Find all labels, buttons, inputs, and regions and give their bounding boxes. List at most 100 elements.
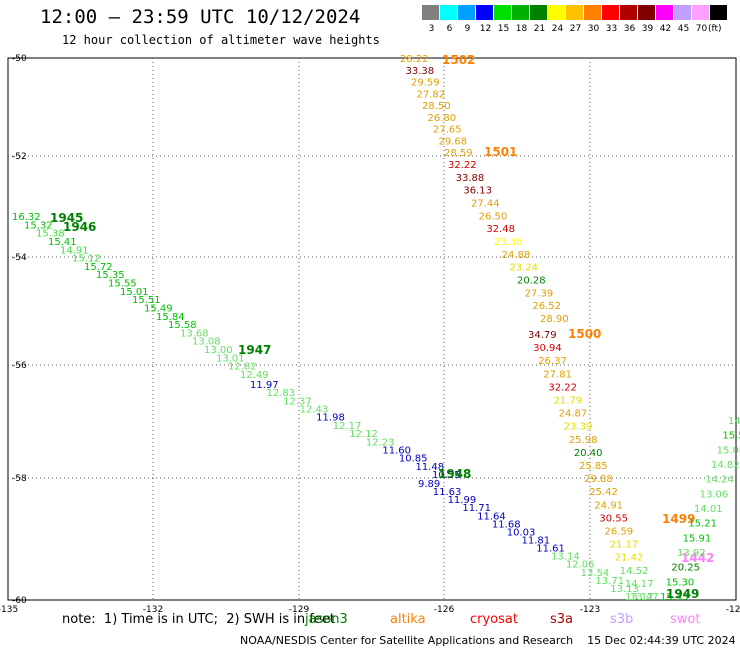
scale-label: 70 (695, 24, 708, 34)
legend-item-s3b: s3b (610, 612, 634, 627)
wave-height-value: 23.24 (509, 263, 538, 274)
legend-item-cryosat: cryosat (470, 612, 518, 627)
wave-height-value: 28.90 (540, 314, 569, 325)
wave-height-value: 21.79 (554, 396, 583, 407)
lon-label: -126 (434, 605, 455, 615)
wave-height-value: 29.59 (411, 78, 440, 89)
track-pass-label: 1500 (568, 327, 601, 341)
scale-swatch (656, 5, 673, 20)
scale-swatch (602, 5, 619, 20)
wave-height-value: 15.72 (84, 262, 113, 273)
scale-swatch (476, 5, 493, 20)
wave-height-value: 21.42 (615, 553, 644, 564)
wave-height-value: 10.03 (507, 527, 536, 538)
wave-height-value: 12.83 (267, 388, 296, 399)
wave-height-value: 11.68 (492, 519, 521, 530)
scale-label: 33 (605, 24, 618, 34)
scale-label: 21 (533, 24, 546, 34)
wave-height-value: 27.82 (417, 89, 446, 100)
wave-height-value: 13.68 (180, 328, 209, 339)
scale-swatch (692, 5, 709, 20)
wave-height-value: 26.37 (538, 356, 567, 367)
wave-height-value: 11.81 (522, 536, 551, 547)
wave-height-value: 20.40 (574, 448, 603, 459)
wave-height-value: 28.50 (422, 101, 451, 112)
wave-height-value: 14.52 (620, 566, 649, 577)
scale-label: 9 (464, 24, 471, 34)
lat-label: -52 (12, 152, 27, 162)
scale-label: 27 (569, 24, 582, 34)
wave-height-value: 14. (728, 416, 740, 427)
wave-height-value: 14.24 (705, 475, 734, 486)
wave-height-value: 12.37 (283, 396, 312, 407)
track-pass-label: 1948 (438, 467, 471, 481)
wave-height-value: 15.30 (666, 577, 695, 588)
wave-height-value: 29.68 (439, 136, 468, 147)
wave-height-value: 15.49 (144, 303, 173, 314)
scale-swatch (530, 5, 547, 20)
track-pass-label: 1499 (662, 512, 695, 526)
lat-label: -60 (12, 596, 27, 606)
legend-item-jason3: jason3 (305, 612, 348, 627)
wave-height-value: 14.01 (694, 504, 723, 515)
wave-height-value: 13.92 (677, 548, 706, 559)
wave-height-value: 14.17 (625, 579, 654, 590)
wave-height-value: 12.17 (333, 421, 362, 432)
wave-height-value: 11.64 (477, 511, 506, 522)
wave-height-value: 13.01 (216, 353, 245, 364)
scale-swatch (638, 5, 655, 20)
track-pass-label: 1946 (63, 220, 96, 234)
wave-height-value: 11.63 (433, 487, 462, 498)
track-pass-label: 1442 (681, 551, 714, 565)
scale-label: 3 (428, 24, 435, 34)
wave-height-value: 13.06 (700, 489, 729, 500)
wave-height-value: 33.88 (456, 173, 485, 184)
wave-height-value: 23.39 (564, 422, 593, 433)
scale-swatch (494, 5, 511, 20)
wave-height-value: 14.82 (711, 460, 740, 471)
wave-height-value: 15.38 (36, 229, 65, 240)
wave-height-value: 12.06 (566, 560, 595, 571)
wave-height-value: 27.44 (471, 199, 500, 210)
wave-height-value: 11.98 (316, 413, 345, 424)
footer-credit: NOAA/NESDIS Center for Satellite Applica… (240, 634, 736, 647)
lat-label: -56 (12, 361, 27, 371)
lat-label: -50 (12, 54, 27, 64)
wave-height-value: 15.58 (168, 320, 197, 331)
wave-height-value: 28.59 (444, 148, 473, 159)
lon-label: -129 (289, 605, 310, 615)
track-pass-label: 1945 (50, 211, 83, 225)
scale-swatch (710, 5, 727, 20)
wave-height-value: 29.88 (584, 474, 613, 485)
wave-height-value: 10.85 (399, 454, 428, 465)
wave-height-value: 12.43 (300, 405, 329, 416)
legend-item-swot: swot (670, 612, 701, 627)
wave-height-value: 15.55 (108, 279, 137, 290)
wave-height-value: 13.00 (204, 345, 233, 356)
wave-height-value: 24.87 (559, 409, 588, 420)
wave-height-value: 15.51 (132, 295, 161, 306)
wave-height-value: 30.55 (599, 513, 628, 524)
scale-label: 12 (479, 24, 492, 34)
wave-height-value: 26.59 (605, 527, 634, 538)
wave-height-value: 11.71 (462, 503, 491, 514)
wave-height-value: 27.65 (433, 125, 462, 136)
wave-height-value: 33.38 (406, 66, 435, 77)
lat-label: -58 (12, 474, 27, 484)
wave-height-value: 26.50 (479, 211, 508, 222)
wave-height-value: 32.22 (448, 160, 477, 171)
wave-height-value: 25.85 (579, 461, 608, 472)
wave-height-value: 28.22 (400, 54, 429, 65)
wave-height-value: 11.60 (382, 445, 411, 456)
scale-swatch (566, 5, 583, 20)
lon-label: -132 (143, 605, 163, 615)
wave-height-value: 15.32 (24, 220, 53, 231)
wave-height-value: 15.84 (156, 312, 185, 323)
wave-height-value: 15.45 (660, 592, 689, 603)
scale-label: 30 (587, 24, 600, 34)
wave-height-value: 13.13 (610, 584, 639, 595)
scale-swatch (584, 5, 601, 20)
wave-height-value: 15.01 (120, 287, 149, 298)
wave-height-value: 24.88 (502, 250, 531, 261)
